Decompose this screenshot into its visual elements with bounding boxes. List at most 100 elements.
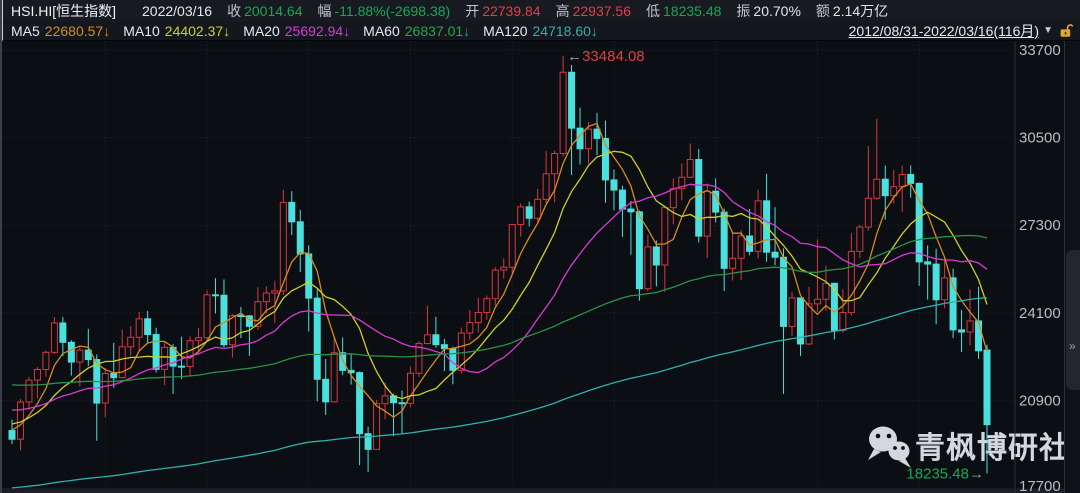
candle <box>161 346 169 370</box>
candle <box>8 430 16 440</box>
candle <box>517 206 525 226</box>
candle <box>152 334 160 370</box>
candle <box>966 320 974 333</box>
candle <box>822 282 830 300</box>
ma60-legend: MA60 26837.01↓ <box>363 22 471 39</box>
candle <box>373 403 381 450</box>
unlock-icon[interactable] <box>1059 23 1074 38</box>
amplitude-value: 20.70% <box>753 2 801 19</box>
candle <box>661 207 669 266</box>
candle <box>737 235 745 259</box>
low-annotation: 18235.48→ <box>906 465 984 482</box>
y-axis-label: 24100 <box>1019 305 1061 322</box>
candle <box>686 159 694 178</box>
candle <box>788 297 796 327</box>
candle <box>813 298 821 305</box>
candle <box>33 368 41 381</box>
ma20-legend: MA20 25692.94↓ <box>243 22 351 39</box>
candle <box>873 178 881 199</box>
ma-line-ma10 <box>11 150 988 425</box>
price-chart[interactable]: 青枫博研社 ←33484.08 18235.48→ 33700 30500 27300 24… <box>2 41 1080 493</box>
candle <box>839 312 847 331</box>
ma-line-ma120 <box>11 297 988 489</box>
candle <box>585 128 593 150</box>
candle <box>245 315 253 327</box>
candle <box>958 329 966 333</box>
expander-icon[interactable]: » <box>1069 339 1076 353</box>
candle <box>322 378 330 403</box>
field-low: 低 18235.48 <box>646 2 722 19</box>
candle <box>457 332 465 371</box>
candle <box>864 197 872 228</box>
candle <box>907 174 915 184</box>
candle <box>568 71 576 129</box>
candle <box>449 348 457 371</box>
candle <box>983 349 991 426</box>
candle <box>847 250 855 314</box>
candle <box>135 318 143 338</box>
candle <box>195 337 203 342</box>
candle <box>406 372 414 404</box>
field-amplitude: 振 20.70% <box>736 2 801 19</box>
candle <box>67 341 75 363</box>
ma-line-ma60 <box>11 234 988 386</box>
candle <box>593 128 601 139</box>
candle <box>754 200 762 252</box>
watermark: 青枫博研社 <box>868 426 1069 468</box>
candle <box>924 261 932 265</box>
chevron-down-icon[interactable]: ▼ <box>1043 25 1053 36</box>
candle <box>313 297 321 380</box>
y-axis-label: 17700 <box>1019 478 1061 493</box>
candle <box>915 182 923 263</box>
candle <box>796 297 804 345</box>
date-range-selector[interactable]: 2012/08/31-2022/03/16(116月) <box>848 22 1040 39</box>
field-close: 收 20014.64 <box>227 2 303 19</box>
field-open: 开 22739.84 <box>465 2 541 19</box>
candle <box>466 322 474 334</box>
candle <box>474 311 482 324</box>
candle <box>203 294 211 339</box>
candle <box>601 137 609 181</box>
candle <box>356 372 364 435</box>
candle <box>669 188 677 209</box>
candle <box>381 395 389 405</box>
candle <box>483 298 491 313</box>
candle <box>542 173 550 200</box>
candle <box>830 282 838 331</box>
candle <box>144 318 152 336</box>
candle <box>551 153 559 175</box>
candle <box>771 251 779 258</box>
low-value: 18235.48 <box>663 2 722 19</box>
candle <box>59 322 67 343</box>
candle <box>949 277 957 331</box>
open-value: 22739.84 <box>482 2 541 19</box>
candle <box>288 201 296 223</box>
candle <box>42 351 50 370</box>
candle <box>559 71 567 155</box>
candle <box>220 294 228 346</box>
candle <box>330 352 338 403</box>
candle <box>127 336 135 348</box>
close-value: 20014.64 <box>244 2 303 19</box>
turnover-value: 2.14万亿 <box>832 2 889 19</box>
candle <box>534 198 542 219</box>
candle <box>228 315 236 346</box>
candle <box>898 174 906 188</box>
panel-expander[interactable] <box>1066 250 1080 390</box>
candle <box>279 201 287 292</box>
candle <box>423 334 431 345</box>
y-axis-label: 20900 <box>1019 392 1061 409</box>
symbol-name[interactable]: HSI.HI[恒生指数] <box>11 2 117 19</box>
candle <box>110 372 118 379</box>
candle <box>186 340 194 368</box>
candle <box>296 221 304 255</box>
quote-bar: HSI.HI[恒生指数] 2022/03/16 收 20014.64 幅 -11… <box>2 0 1080 21</box>
candle <box>932 263 940 301</box>
candle <box>652 246 660 266</box>
candle <box>678 176 686 190</box>
candle <box>254 301 262 327</box>
candle <box>262 292 270 303</box>
candle <box>50 322 58 353</box>
candle <box>500 266 508 271</box>
candle <box>76 349 84 363</box>
